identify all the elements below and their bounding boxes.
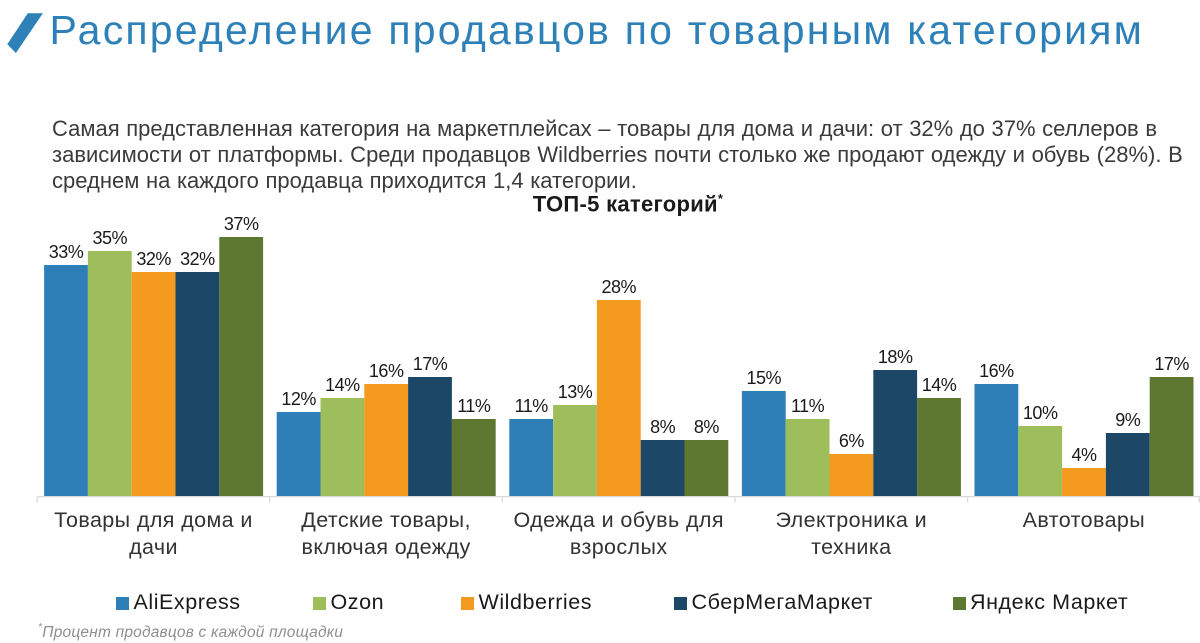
svg-text:11%: 11% xyxy=(515,396,549,416)
svg-text:14%: 14% xyxy=(325,375,360,395)
svg-text:11%: 11% xyxy=(457,396,491,416)
svg-text:12%: 12% xyxy=(281,389,316,409)
svg-text:10%: 10% xyxy=(1023,403,1058,423)
svg-text:4%: 4% xyxy=(1071,445,1097,465)
svg-text:8%: 8% xyxy=(650,417,676,437)
svg-text:35%: 35% xyxy=(93,228,128,248)
svg-text:17%: 17% xyxy=(413,354,448,374)
svg-text:11%: 11% xyxy=(791,396,825,416)
svg-text:32%: 32% xyxy=(136,249,171,269)
svg-text:6%: 6% xyxy=(839,431,865,451)
svg-text:37%: 37% xyxy=(224,214,259,234)
svg-text:32%: 32% xyxy=(180,249,215,269)
svg-text:16%: 16% xyxy=(369,361,404,381)
svg-text:14%: 14% xyxy=(922,375,957,395)
svg-text:33%: 33% xyxy=(49,242,84,262)
svg-text:16%: 16% xyxy=(979,361,1014,381)
svg-text:17%: 17% xyxy=(1154,354,1189,374)
svg-text:15%: 15% xyxy=(747,368,782,388)
svg-text:28%: 28% xyxy=(602,277,637,297)
svg-text:18%: 18% xyxy=(878,347,913,367)
svg-text:9%: 9% xyxy=(1115,410,1141,430)
svg-text:13%: 13% xyxy=(558,382,593,402)
svg-text:8%: 8% xyxy=(694,417,720,437)
